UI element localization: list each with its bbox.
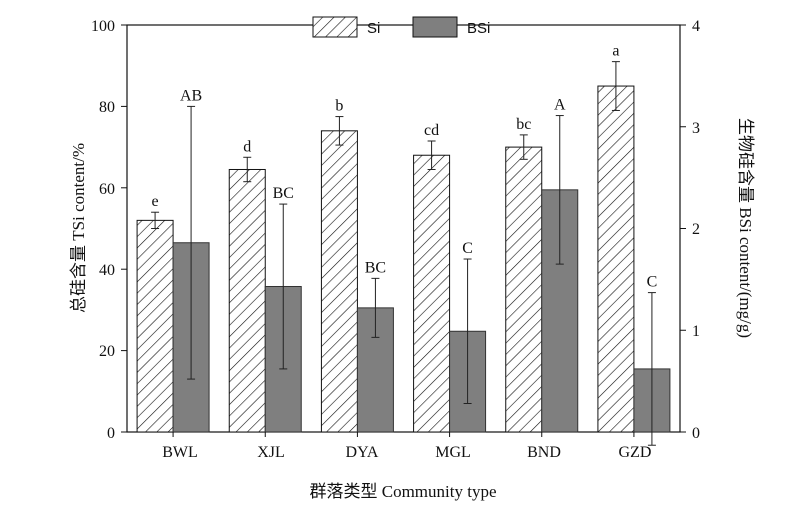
x-tick-label: MGL xyxy=(435,444,471,461)
y-tick-right: 0 xyxy=(692,425,700,442)
y-tick-right: 3 xyxy=(692,120,700,137)
y-tick-left: 100 xyxy=(91,18,115,35)
y-tick-right: 2 xyxy=(692,221,700,238)
legend: Si BSi xyxy=(312,16,490,38)
significance-letter-si: b xyxy=(335,98,343,115)
y-axis-title-left: 总硅含量 TSi content/% xyxy=(69,143,88,313)
significance-letter-si: bc xyxy=(516,116,531,133)
x-tick-label: GZD xyxy=(619,444,652,461)
significance-letters: e d b cd bc a AB BC BC C A C xyxy=(152,43,658,291)
plot-frame xyxy=(126,24,681,433)
legend-swatch-si xyxy=(312,16,358,38)
bar-si xyxy=(320,130,358,433)
y-tick-right: 4 xyxy=(692,18,700,35)
bar-si xyxy=(505,146,543,433)
bar-si xyxy=(413,154,451,433)
y-tick-right: 1 xyxy=(692,323,700,340)
significance-letter-bsi: C xyxy=(462,240,473,257)
x-tick-label: XJL xyxy=(257,444,285,461)
significance-letter-bsi: C xyxy=(647,274,658,291)
legend-swatch-bsi xyxy=(412,16,458,38)
x-tick-label: DYA xyxy=(346,444,379,461)
y-ticks-right: 0 1 2 3 4 xyxy=(692,18,700,442)
significance-letter-bsi: AB xyxy=(180,87,202,104)
bar-si xyxy=(228,168,266,433)
y-tick-left: 80 xyxy=(99,99,115,116)
x-axis-title: 群落类型 Community type xyxy=(310,482,497,501)
legend-label-si: Si xyxy=(367,20,380,37)
significance-letter-si: d xyxy=(243,138,251,155)
x-tick-label: BND xyxy=(527,444,561,461)
significance-letter-bsi: BC xyxy=(273,185,294,202)
y-tick-left: 0 xyxy=(107,425,115,442)
y-tick-left: 60 xyxy=(99,181,115,198)
significance-letter-bsi: A xyxy=(554,97,566,114)
x-tick-label: BWL xyxy=(162,444,198,461)
significance-letter-si: cd xyxy=(424,122,439,139)
y-tick-left: 20 xyxy=(99,343,115,360)
y-axis-title-right: 生物硅含量 BSi content/(mg/g) xyxy=(736,118,755,338)
significance-letter-si: a xyxy=(612,43,619,60)
significance-letter-bsi: BC xyxy=(365,259,386,276)
chart-marks xyxy=(121,24,686,446)
significance-letter-si: e xyxy=(152,193,159,210)
bar-si xyxy=(136,219,174,433)
y-tick-left: 40 xyxy=(99,262,115,279)
bar-si xyxy=(597,85,635,433)
x-tick-labels: BWL XJL DYA MGL BND GZD xyxy=(162,444,651,461)
y-ticks-left: 0 20 40 60 80 100 xyxy=(91,18,115,442)
legend-label-bsi: BSi xyxy=(467,20,490,37)
